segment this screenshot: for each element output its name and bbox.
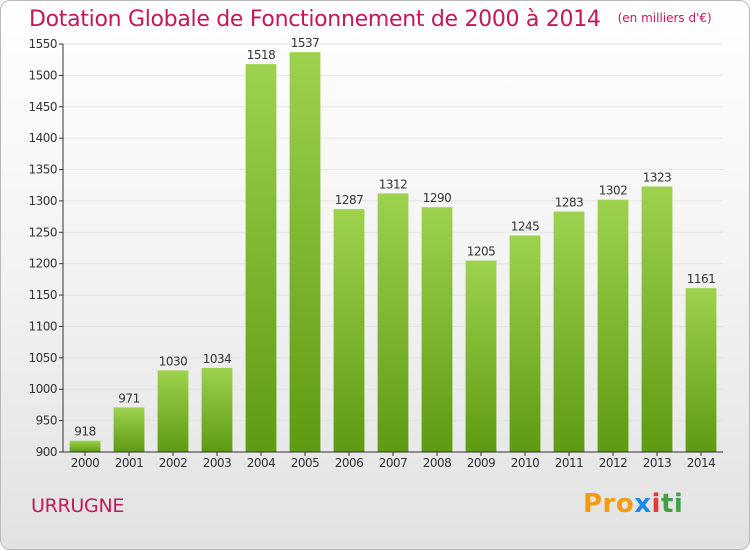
data-label: 1323 bbox=[643, 170, 672, 184]
bar bbox=[509, 235, 541, 452]
y-tick-label: 1300 bbox=[28, 194, 57, 208]
bar bbox=[201, 367, 233, 452]
x-tick-label: 2003 bbox=[203, 456, 232, 470]
data-label: 1518 bbox=[247, 48, 276, 62]
bar bbox=[685, 288, 717, 452]
x-tick-label: 2005 bbox=[291, 456, 320, 470]
axes: 900 950 1000 1050 1100 1150 1200 1250 1300 1350 14… bbox=[28, 37, 723, 470]
unit-note: (en milliers d'€) bbox=[617, 11, 712, 25]
x-tick-label: 2013 bbox=[643, 456, 672, 470]
data-label: 1312 bbox=[379, 177, 408, 191]
x-tick-label: 2001 bbox=[115, 456, 144, 470]
bar bbox=[245, 64, 277, 452]
y-tick-label: 900 bbox=[36, 445, 57, 459]
bar bbox=[465, 260, 497, 452]
data-label: 1245 bbox=[511, 219, 540, 233]
x-tick-label: 2014 bbox=[687, 456, 716, 470]
x-tick-label: 2010 bbox=[511, 456, 540, 470]
data-label: 1302 bbox=[599, 184, 628, 198]
bar bbox=[113, 407, 145, 452]
proxiti-logo: Proxiti bbox=[583, 489, 684, 519]
bar bbox=[157, 370, 189, 452]
data-label: 918 bbox=[74, 425, 95, 439]
title-text: Dotation Globale de Fonctionnement de 20… bbox=[29, 7, 601, 32]
y-tick-label: 1000 bbox=[28, 382, 57, 396]
data-label: 1034 bbox=[203, 352, 232, 366]
bar bbox=[333, 209, 365, 452]
y-tick-label: 1500 bbox=[28, 68, 57, 82]
y-tick-label: 1400 bbox=[28, 131, 57, 145]
chart-title: Dotation Globale de Fonctionnement de 20… bbox=[29, 7, 712, 32]
x-tick-label: 2007 bbox=[379, 456, 408, 470]
data-label: 1537 bbox=[291, 36, 320, 50]
y-tick-label: 1200 bbox=[28, 257, 57, 271]
data-label: 1287 bbox=[335, 193, 364, 207]
data-label: 1030 bbox=[159, 354, 188, 368]
bar bbox=[377, 193, 409, 453]
bar bbox=[553, 211, 585, 452]
x-tick-label: 2011 bbox=[555, 456, 584, 470]
x-tick-label: 2008 bbox=[423, 456, 452, 470]
bars bbox=[69, 52, 717, 453]
x-tick-label: 2012 bbox=[599, 456, 628, 470]
x-tick-label: 2006 bbox=[335, 456, 364, 470]
data-label: 1290 bbox=[423, 191, 452, 205]
y-tick-label: 1250 bbox=[28, 225, 57, 239]
data-label: 971 bbox=[118, 391, 139, 405]
data-label: 1205 bbox=[467, 245, 496, 259]
y-tick-label: 1150 bbox=[28, 288, 57, 302]
data-label: 1283 bbox=[555, 196, 584, 210]
bar bbox=[289, 52, 321, 452]
data-label: 1161 bbox=[687, 272, 716, 286]
x-tick-label: 2009 bbox=[467, 456, 496, 470]
municipality-name: URRUGNE bbox=[31, 495, 125, 517]
x-tick-label: 2002 bbox=[159, 456, 188, 470]
y-tick-label: 1100 bbox=[28, 319, 57, 333]
data-labels: 918 971 1030 1034 1518 1537 1287 1312 1290 1205 12… bbox=[74, 36, 715, 439]
bar bbox=[421, 207, 453, 452]
y-tick-label: 1350 bbox=[28, 163, 57, 177]
x-tick-label: 2000 bbox=[71, 456, 100, 470]
bar bbox=[69, 440, 101, 452]
y-tick-label: 1550 bbox=[28, 37, 57, 51]
y-tick-label: 1450 bbox=[28, 100, 57, 114]
x-tick-label: 2004 bbox=[247, 456, 276, 470]
bar bbox=[597, 199, 629, 452]
y-tick-label: 950 bbox=[36, 414, 57, 428]
y-tick-label: 1050 bbox=[28, 351, 57, 365]
bar bbox=[641, 186, 673, 453]
